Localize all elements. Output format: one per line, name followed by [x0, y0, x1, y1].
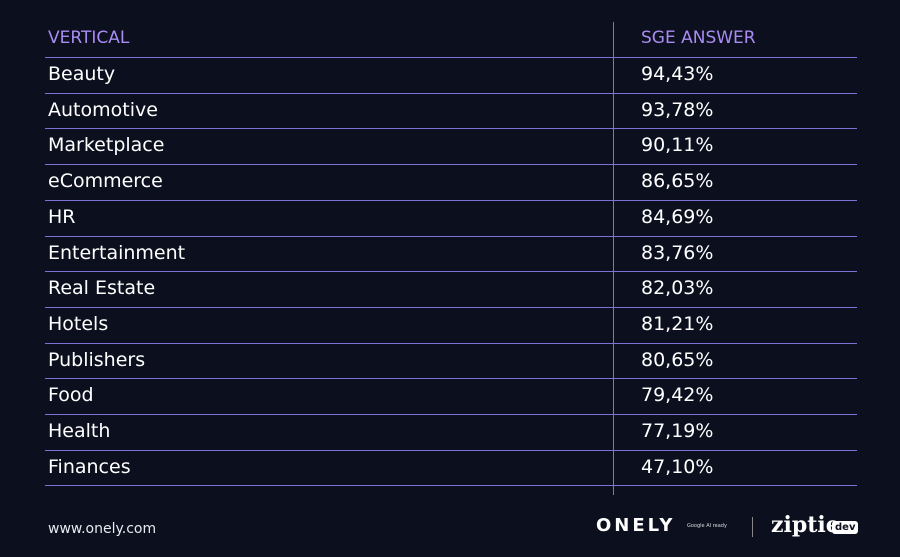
table-cell: HR	[48, 205, 76, 228]
column-divider	[613, 22, 614, 495]
footer-url: www.onely.com	[48, 521, 157, 537]
row-border	[45, 164, 857, 165]
table-cell: 83,76%	[641, 241, 714, 264]
row-border	[45, 307, 857, 308]
table-cell: 93,78%	[641, 98, 714, 121]
header-cell: VERTICAL	[48, 28, 130, 48]
table-cell: Marketplace	[48, 134, 165, 157]
row-border	[45, 343, 857, 344]
row-border	[45, 485, 857, 486]
table: VERTICAL SGE ANSWER Beauty 94,43% Automoti…	[45, 22, 857, 495]
table-cell: 84,69%	[641, 205, 714, 228]
row-border	[45, 128, 857, 129]
table-cell: 86,65%	[641, 170, 714, 193]
row-border	[45, 271, 857, 272]
table-cell: Publishers	[48, 348, 146, 371]
ziptie-logo: ziptie	[771, 512, 840, 538]
table-cell: Hotels	[48, 312, 109, 335]
table-cell: Food	[48, 384, 94, 407]
table-cell: eCommerce	[48, 170, 163, 193]
table-cell: 79,42%	[641, 384, 714, 407]
table-cell: 82,03%	[641, 277, 714, 300]
row-border	[45, 450, 857, 451]
table-cell: 90,11%	[641, 134, 714, 157]
row-border	[45, 200, 857, 201]
table-cell: 80,65%	[641, 348, 714, 371]
table-cell: Finances	[48, 455, 131, 478]
logo-divider	[752, 517, 753, 537]
onely-logo: ONELY	[596, 515, 676, 536]
table-cell: 77,19%	[641, 420, 714, 442]
table-cell: 47,10%	[641, 455, 714, 478]
table-cell: Health	[48, 420, 111, 442]
table-cell: Automotive	[48, 98, 158, 121]
table-cell: Beauty	[48, 63, 116, 85]
row-border	[45, 93, 857, 94]
table-cell: 81,21%	[641, 312, 714, 335]
table-cell: Real Estate	[48, 277, 156, 300]
ziptie-badge: dev	[832, 521, 859, 534]
row-border	[45, 414, 857, 415]
onely-tagline: Google AI ready	[687, 523, 727, 529]
header-cell: SGE ANSWER	[641, 28, 756, 48]
row-border	[45, 57, 857, 58]
table-cell: Entertainment	[48, 241, 186, 264]
row-border	[45, 378, 857, 379]
row-border	[45, 236, 857, 237]
table-cell: 94,43%	[641, 63, 714, 85]
